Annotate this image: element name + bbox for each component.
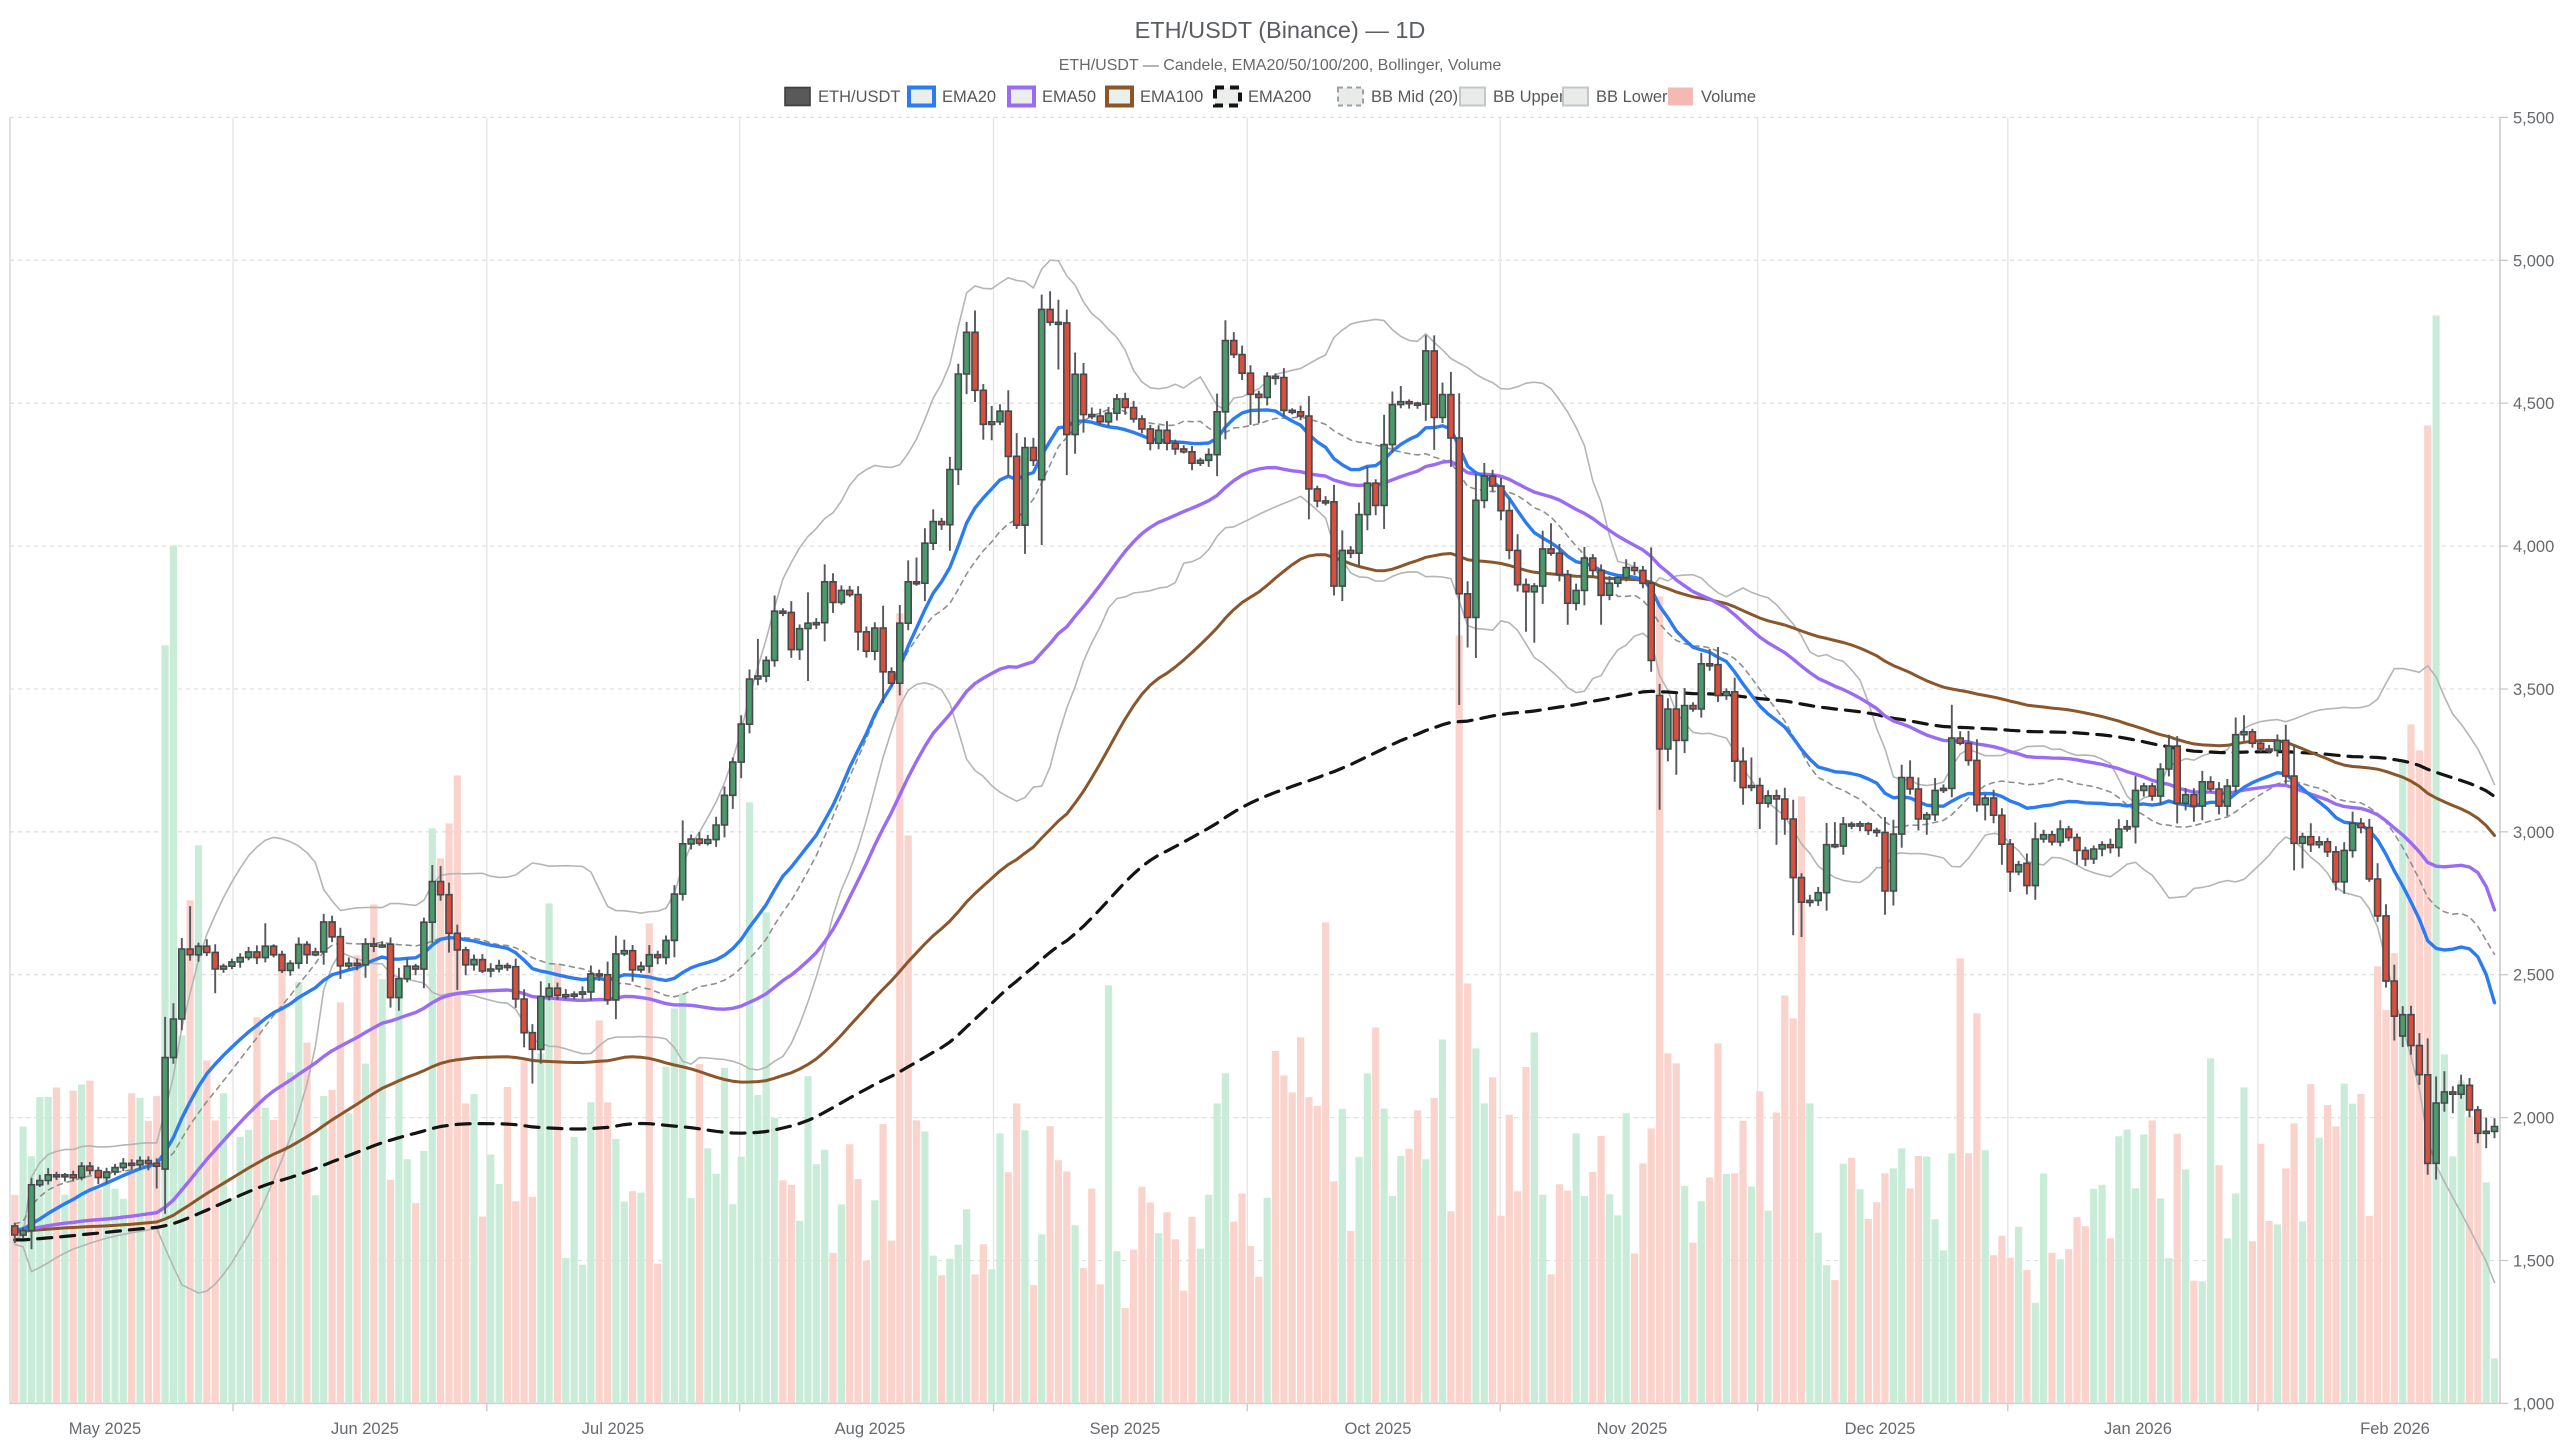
svg-text:4,500: 4,500: [2513, 395, 2554, 413]
svg-text:4,000: 4,000: [2513, 538, 2554, 556]
svg-text:ETH/USDT: ETH/USDT: [818, 88, 901, 106]
svg-text:Jun 2025: Jun 2025: [331, 1420, 399, 1438]
svg-text:Dec 2025: Dec 2025: [1845, 1420, 1916, 1438]
svg-text:Aug 2025: Aug 2025: [835, 1420, 906, 1438]
svg-text:5,000: 5,000: [2513, 252, 2554, 270]
svg-text:1,000: 1,000: [2513, 1395, 2554, 1413]
svg-text:Jan 2026: Jan 2026: [2104, 1420, 2172, 1438]
svg-text:3,000: 3,000: [2513, 824, 2554, 842]
svg-text:EMA100: EMA100: [1140, 88, 1203, 106]
svg-text:EMA20: EMA20: [942, 88, 996, 106]
svg-text:2,500: 2,500: [2513, 967, 2554, 985]
svg-text:May 2025: May 2025: [69, 1420, 141, 1438]
svg-text:BB Mid (20): BB Mid (20): [1371, 88, 1458, 106]
svg-text:2,000: 2,000: [2513, 1110, 2554, 1128]
svg-text:Volume: Volume: [1701, 88, 1756, 106]
svg-text:EMA200: EMA200: [1248, 88, 1311, 106]
svg-text:BB Lower: BB Lower: [1596, 88, 1668, 106]
svg-text:Oct 2025: Oct 2025: [1345, 1420, 1412, 1438]
svg-text:1,500: 1,500: [2513, 1253, 2554, 1271]
svg-text:Nov 2025: Nov 2025: [1597, 1420, 1668, 1438]
svg-text:ETH/USDT (Binance) — 1D: ETH/USDT (Binance) — 1D: [1135, 17, 1426, 43]
svg-text:Feb 2026: Feb 2026: [2360, 1420, 2430, 1438]
svg-text:ETH/USDT — Candele, EMA20/50/1: ETH/USDT — Candele, EMA20/50/100/200, Bo…: [1059, 57, 1502, 74]
svg-text:3,500: 3,500: [2513, 681, 2554, 699]
svg-text:Sep 2025: Sep 2025: [1090, 1420, 1161, 1438]
svg-text:Jul 2025: Jul 2025: [582, 1420, 644, 1438]
svg-text:5,500: 5,500: [2513, 109, 2554, 127]
svg-text:BB Upper: BB Upper: [1493, 88, 1565, 106]
svg-text:EMA50: EMA50: [1042, 88, 1096, 106]
